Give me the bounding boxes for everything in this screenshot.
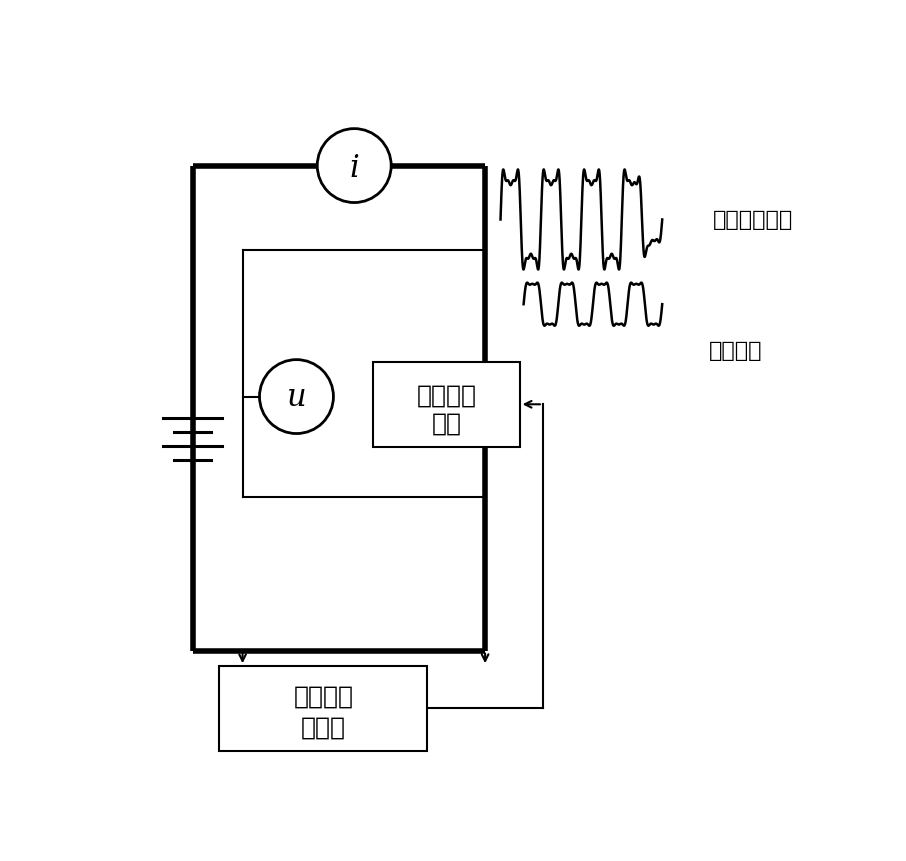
Text: 和计算: 和计算 xyxy=(301,715,346,740)
Text: 信号采集: 信号采集 xyxy=(294,684,353,708)
Bar xyxy=(219,666,428,751)
Text: u: u xyxy=(286,381,306,412)
Bar xyxy=(373,362,520,447)
Circle shape xyxy=(259,360,333,434)
Text: 激励信号放大: 激励信号放大 xyxy=(713,210,793,230)
Text: 电源: 电源 xyxy=(431,412,462,436)
Text: i: i xyxy=(350,152,359,183)
Text: 信号放大: 信号放大 xyxy=(417,382,477,406)
Text: 激励信号: 激励信号 xyxy=(708,341,762,361)
Circle shape xyxy=(317,129,391,203)
